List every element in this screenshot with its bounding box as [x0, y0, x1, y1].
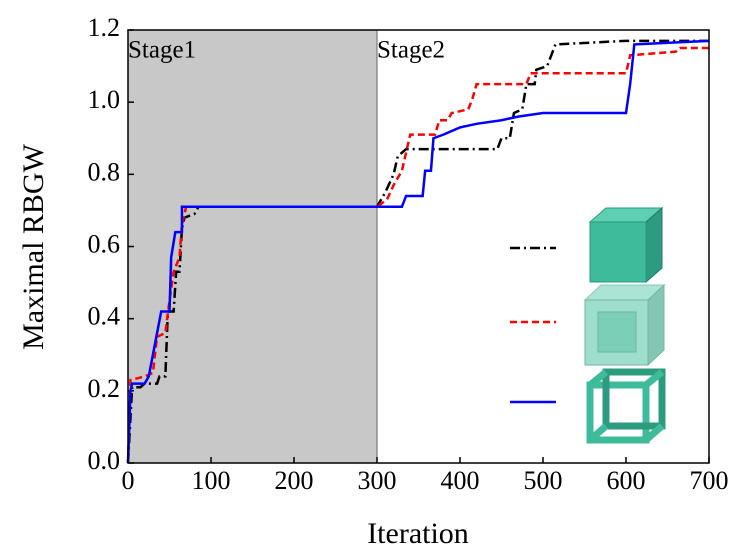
x-tick-label: 200 [275, 466, 314, 495]
y-tick-label: 0.4 [88, 302, 121, 331]
x-tick-label: 600 [607, 466, 646, 495]
x-tick-label: 700 [690, 466, 729, 495]
stage-label: Stage1 [128, 37, 196, 64]
legend-icon-frame [590, 372, 662, 440]
stage-label: Stage2 [377, 37, 445, 64]
x-tick-label: 0 [122, 466, 135, 495]
x-tick-label: 300 [358, 466, 397, 495]
y-tick-label: 1.0 [88, 85, 121, 114]
y-tick-label: 0.0 [88, 446, 121, 475]
x-tick-label: 400 [441, 466, 480, 495]
chart: 0.0 0.2 0.4 0.6 0.8 1.0 1.2 0 100 200 300 400 500 600… [0, 0, 744, 556]
y-tick-label: 0.6 [88, 229, 121, 258]
stage-shade [128, 30, 377, 463]
legend-icon-translucent [585, 285, 664, 365]
y-tick-label: 0.2 [88, 374, 121, 403]
x-axis-title: Iteration [367, 517, 469, 550]
legend-icon-solid [590, 208, 662, 282]
x-tick-label: 500 [524, 466, 563, 495]
y-tick-label: 1.2 [88, 13, 121, 42]
y-axis-title: Maximal RBGW [17, 143, 50, 349]
x-tick-label: 100 [192, 466, 231, 495]
y-tick-label: 0.8 [88, 157, 121, 186]
